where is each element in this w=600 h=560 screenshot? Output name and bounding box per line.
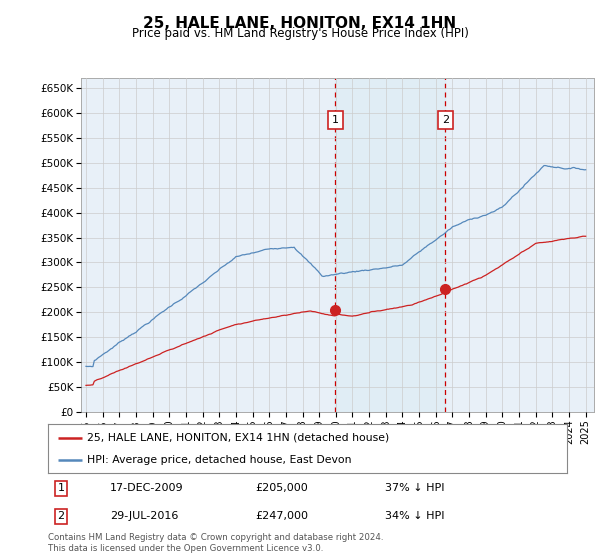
- Text: 25, HALE LANE, HONITON, EX14 1HN: 25, HALE LANE, HONITON, EX14 1HN: [143, 16, 457, 31]
- Text: 25, HALE LANE, HONITON, EX14 1HN (detached house): 25, HALE LANE, HONITON, EX14 1HN (detach…: [87, 433, 389, 443]
- Text: 1: 1: [58, 483, 64, 493]
- Text: Contains HM Land Registry data © Crown copyright and database right 2024.
This d: Contains HM Land Registry data © Crown c…: [48, 533, 383, 553]
- Text: Price paid vs. HM Land Registry's House Price Index (HPI): Price paid vs. HM Land Registry's House …: [131, 27, 469, 40]
- Text: HPI: Average price, detached house, East Devon: HPI: Average price, detached house, East…: [87, 455, 352, 465]
- Text: 29-JUL-2016: 29-JUL-2016: [110, 511, 179, 521]
- Text: £247,000: £247,000: [256, 511, 308, 521]
- Text: 2: 2: [442, 115, 449, 125]
- Text: 2: 2: [58, 511, 65, 521]
- Text: 17-DEC-2009: 17-DEC-2009: [110, 483, 184, 493]
- Text: 1: 1: [332, 115, 338, 125]
- Bar: [335, 78, 445, 412]
- Text: 37% ↓ HPI: 37% ↓ HPI: [385, 483, 445, 493]
- Text: 34% ↓ HPI: 34% ↓ HPI: [385, 511, 445, 521]
- Text: £205,000: £205,000: [256, 483, 308, 493]
